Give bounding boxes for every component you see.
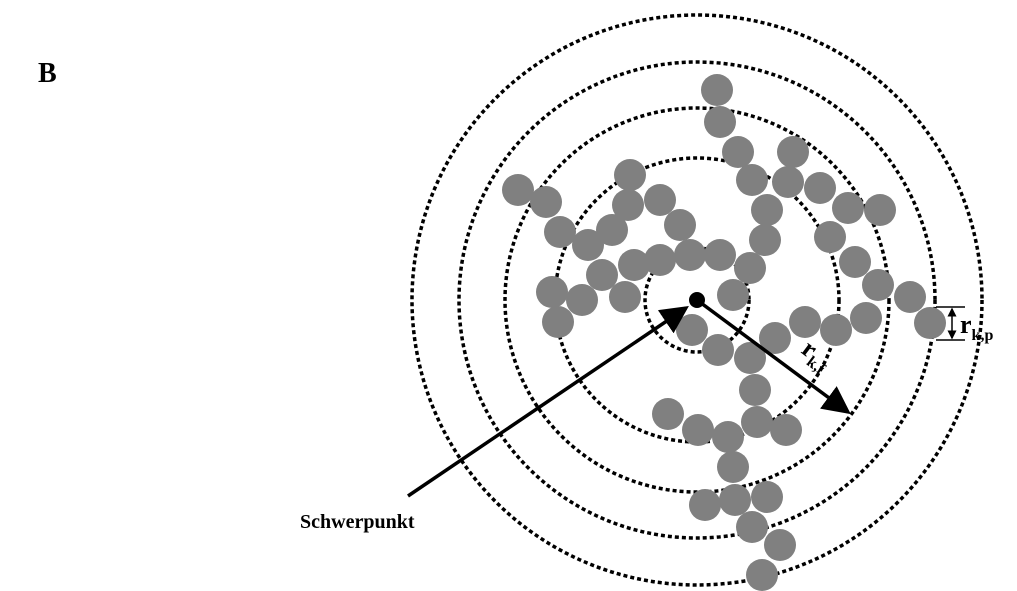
particle: [530, 186, 562, 218]
particle: [712, 421, 744, 453]
particle: [614, 159, 646, 191]
center-label: Schwerpunkt: [300, 511, 415, 533]
particle: [864, 194, 896, 226]
particle: [914, 307, 946, 339]
particle: [618, 249, 650, 281]
particle: [689, 489, 721, 521]
panel-label: B: [38, 58, 57, 89]
particle: [572, 229, 604, 261]
particle: [682, 414, 714, 446]
particle: [676, 314, 708, 346]
particle: [652, 398, 684, 430]
particle: [894, 281, 926, 313]
particle: [746, 559, 778, 591]
particle: [741, 406, 773, 438]
particle: [609, 281, 641, 313]
particle: [704, 106, 736, 138]
particle: [772, 166, 804, 198]
particle: [702, 334, 734, 366]
particle: [722, 136, 754, 168]
particle: [850, 302, 882, 334]
center-arrow: [408, 308, 686, 496]
particle: [777, 136, 809, 168]
particle: [566, 284, 598, 316]
particle: [839, 246, 871, 278]
particle: [749, 224, 781, 256]
particle-radius-label: rk,p: [960, 310, 993, 344]
particle: [739, 374, 771, 406]
particle: [751, 481, 783, 513]
figure: B Schwerpunkt rk,f rk,p: [0, 0, 1017, 591]
radius-subscript: k,p: [972, 327, 994, 344]
particle: [832, 192, 864, 224]
particle: [814, 221, 846, 253]
radius-symbol: r: [960, 310, 972, 339]
particle: [734, 252, 766, 284]
particle: [717, 279, 749, 311]
particles: [502, 74, 946, 591]
particle: [664, 209, 696, 241]
particle: [536, 276, 568, 308]
particle: [644, 184, 676, 216]
particle: [789, 306, 821, 338]
particle: [862, 269, 894, 301]
particle: [804, 172, 836, 204]
particle: [770, 414, 802, 446]
particle: [674, 239, 706, 271]
particle: [764, 529, 796, 561]
particle: [751, 194, 783, 226]
particle: [736, 164, 768, 196]
particle: [719, 484, 751, 516]
particle: [736, 511, 768, 543]
particle: [701, 74, 733, 106]
particle: [717, 451, 749, 483]
particle: [502, 174, 534, 206]
particle: [820, 314, 852, 346]
particle: [542, 306, 574, 338]
particle: [704, 239, 736, 271]
particle: [544, 216, 576, 248]
